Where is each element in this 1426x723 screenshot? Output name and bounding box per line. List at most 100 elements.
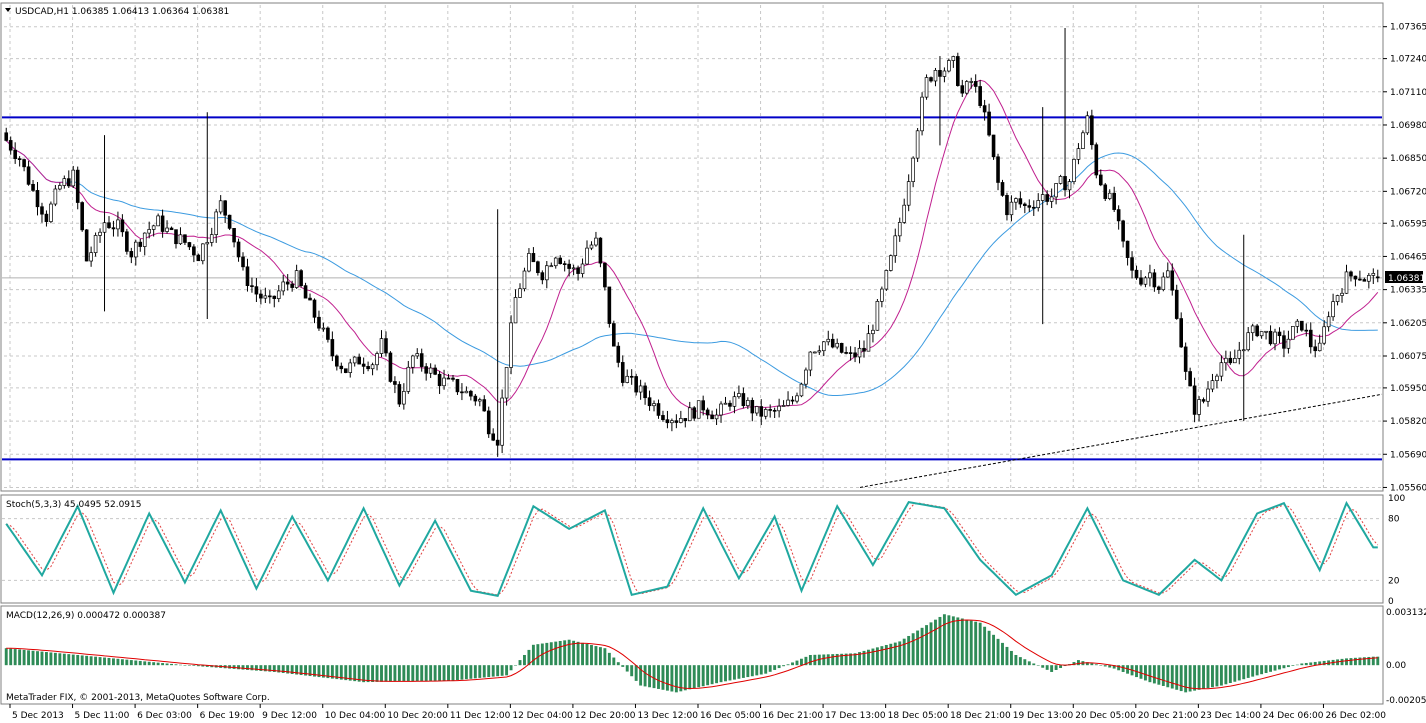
candle bbox=[1286, 330, 1291, 354]
macd-bar bbox=[509, 665, 513, 671]
macd-bar bbox=[965, 619, 969, 666]
slow-ma-polyline bbox=[5, 140, 1378, 396]
candle bbox=[821, 341, 826, 357]
macd-panel[interactable]: 0.003132 0.00 -0.002051 MACD(12,26,9) 0.00… bbox=[0, 605, 1426, 706]
candle bbox=[1264, 330, 1268, 340]
candle bbox=[527, 248, 531, 273]
macd-bar bbox=[286, 665, 290, 674]
candle bbox=[406, 360, 411, 394]
candle bbox=[616, 342, 621, 368]
macd-bar bbox=[514, 665, 517, 666]
stoch-header: Stoch(5,3,3) 45.0495 52.0915 bbox=[6, 500, 141, 510]
candle bbox=[464, 386, 469, 394]
price-tick-label: 1.07365 bbox=[1390, 23, 1426, 33]
macd-bar bbox=[554, 641, 558, 666]
macd-bar bbox=[563, 640, 567, 666]
time-tick-label: 5 Dec 11:00 bbox=[75, 711, 130, 721]
stoch-panel[interactable]: 100 80 20 0 Stoch(5,3,3) 45.0495 52.0915 bbox=[0, 494, 1405, 607]
price-tick-label: 1.05560 bbox=[1390, 483, 1426, 493]
macd-bar bbox=[500, 665, 504, 676]
candle bbox=[402, 383, 406, 410]
candle bbox=[625, 369, 630, 384]
macd-bar bbox=[1255, 665, 1259, 676]
time-tick-label: 26 Dec 02:00 bbox=[1325, 711, 1386, 721]
candle bbox=[1246, 327, 1251, 352]
macd-bar bbox=[616, 662, 620, 666]
dropdown-arrow-icon[interactable] bbox=[5, 8, 11, 12]
macd-bar bbox=[205, 665, 209, 667]
macd-bar bbox=[496, 665, 500, 677]
candle bbox=[272, 295, 277, 308]
candle bbox=[1308, 322, 1313, 354]
candle bbox=[138, 238, 143, 252]
macd-bar bbox=[670, 665, 674, 692]
macd-bar bbox=[576, 641, 580, 666]
candle bbox=[1179, 312, 1183, 348]
candle bbox=[102, 135, 107, 312]
candle bbox=[549, 262, 554, 268]
macd-bar bbox=[1152, 665, 1156, 684]
candle bbox=[1210, 373, 1215, 393]
candle bbox=[960, 79, 965, 97]
candle bbox=[290, 280, 294, 292]
candle bbox=[1300, 320, 1304, 332]
candle bbox=[388, 351, 393, 383]
macd-bar bbox=[983, 626, 987, 666]
candle bbox=[670, 418, 674, 432]
candle bbox=[1157, 285, 1161, 294]
candle bbox=[679, 410, 683, 424]
candle bbox=[4, 127, 9, 142]
macd-bar bbox=[657, 665, 660, 689]
macd-bar bbox=[612, 657, 616, 666]
macd-bar bbox=[786, 664, 790, 666]
macd-bar bbox=[773, 665, 777, 670]
candle bbox=[250, 277, 254, 293]
macd-bar bbox=[759, 665, 763, 675]
macd-bar bbox=[956, 617, 960, 666]
price-panel[interactable]: 1.07365 1.07240 1.07110 1.06980 1.06850 1.067… bbox=[0, 2, 1426, 493]
candle bbox=[683, 418, 688, 428]
candle bbox=[58, 182, 62, 191]
macd-bar bbox=[880, 646, 884, 666]
candle bbox=[433, 364, 437, 376]
candle bbox=[643, 382, 647, 405]
candle bbox=[1201, 397, 1206, 404]
macd-bar bbox=[384, 665, 388, 682]
trendline-line[interactable] bbox=[859, 393, 1383, 488]
candle bbox=[482, 395, 487, 412]
candle bbox=[1005, 192, 1009, 221]
candle bbox=[956, 52, 960, 87]
candle bbox=[335, 354, 339, 371]
macd-bar bbox=[353, 665, 357, 682]
macd-bar bbox=[661, 665, 665, 690]
candle bbox=[379, 330, 384, 357]
macd-bar bbox=[254, 665, 258, 671]
candle bbox=[1358, 270, 1362, 281]
candle bbox=[1228, 351, 1233, 365]
candle bbox=[26, 160, 31, 186]
candle bbox=[1304, 323, 1309, 337]
macd-bar bbox=[1278, 665, 1281, 670]
candle bbox=[603, 262, 607, 291]
macd-bar bbox=[683, 665, 687, 691]
candle bbox=[1192, 377, 1197, 423]
candle bbox=[813, 351, 817, 354]
macd-bar bbox=[1300, 663, 1304, 666]
macd-bar bbox=[1139, 665, 1143, 679]
candle bbox=[853, 346, 857, 363]
macd-bar bbox=[1219, 665, 1223, 686]
candle bbox=[509, 315, 513, 375]
candle bbox=[160, 209, 165, 238]
candle bbox=[1277, 327, 1282, 344]
candle bbox=[1344, 264, 1349, 294]
candle bbox=[1295, 319, 1300, 334]
time-tick-label: 18 Dec 21:00 bbox=[950, 711, 1011, 721]
candle bbox=[746, 397, 750, 410]
macd-bar bbox=[795, 660, 799, 666]
macd-bar bbox=[1211, 665, 1214, 688]
candle bbox=[871, 324, 875, 343]
macd-bar bbox=[987, 630, 991, 666]
candle bbox=[35, 182, 40, 216]
candle bbox=[585, 240, 589, 265]
candle bbox=[1237, 341, 1242, 365]
